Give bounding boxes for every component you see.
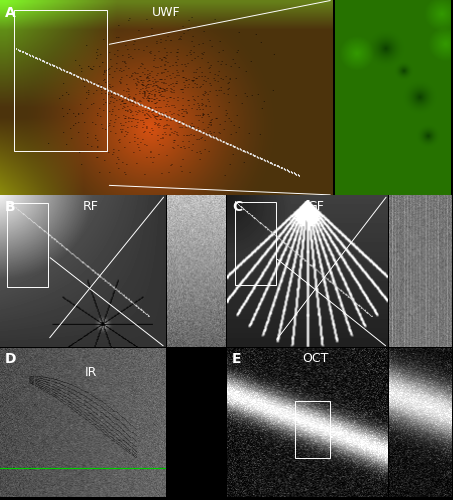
Text: E: E: [232, 352, 241, 366]
Text: GF: GF: [307, 200, 324, 212]
Text: B: B: [5, 200, 15, 213]
Bar: [14, 10, 107, 150]
Bar: [7, 203, 48, 287]
Text: C: C: [232, 200, 242, 213]
Text: RF: RF: [83, 200, 99, 212]
Bar: [295, 400, 330, 458]
Text: OCT: OCT: [302, 352, 328, 365]
Bar: [236, 202, 276, 285]
Text: D: D: [5, 352, 16, 366]
Text: A: A: [5, 6, 16, 20]
Text: UWF: UWF: [152, 6, 181, 19]
Text: IR: IR: [85, 366, 97, 378]
